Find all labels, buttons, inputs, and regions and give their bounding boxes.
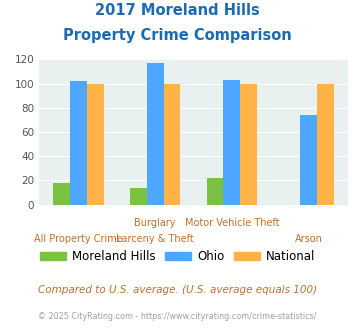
- Text: Motor Vehicle Theft: Motor Vehicle Theft: [185, 218, 279, 228]
- Bar: [53, 183, 70, 205]
- Text: Compared to U.S. average. (U.S. average equals 100): Compared to U.S. average. (U.S. average …: [38, 285, 317, 295]
- Bar: [300, 115, 317, 205]
- Bar: [87, 83, 104, 205]
- Legend: Moreland Hills, Ohio, National: Moreland Hills, Ohio, National: [36, 245, 320, 268]
- Text: © 2025 CityRating.com - https://www.cityrating.com/crime-statistics/: © 2025 CityRating.com - https://www.city…: [38, 312, 317, 321]
- Bar: [317, 83, 334, 205]
- Text: All Property Crime: All Property Crime: [34, 234, 123, 244]
- Bar: [164, 83, 180, 205]
- Text: Arson: Arson: [295, 234, 322, 244]
- Bar: [147, 63, 164, 205]
- Bar: [240, 83, 257, 205]
- Text: Larceny & Theft: Larceny & Theft: [116, 234, 194, 244]
- Text: Property Crime Comparison: Property Crime Comparison: [63, 28, 292, 43]
- Bar: [130, 188, 147, 205]
- Bar: [223, 80, 240, 205]
- Bar: [70, 81, 87, 205]
- Bar: [207, 178, 223, 205]
- Text: Burglary: Burglary: [135, 218, 176, 228]
- Text: 2017 Moreland Hills: 2017 Moreland Hills: [95, 3, 260, 18]
